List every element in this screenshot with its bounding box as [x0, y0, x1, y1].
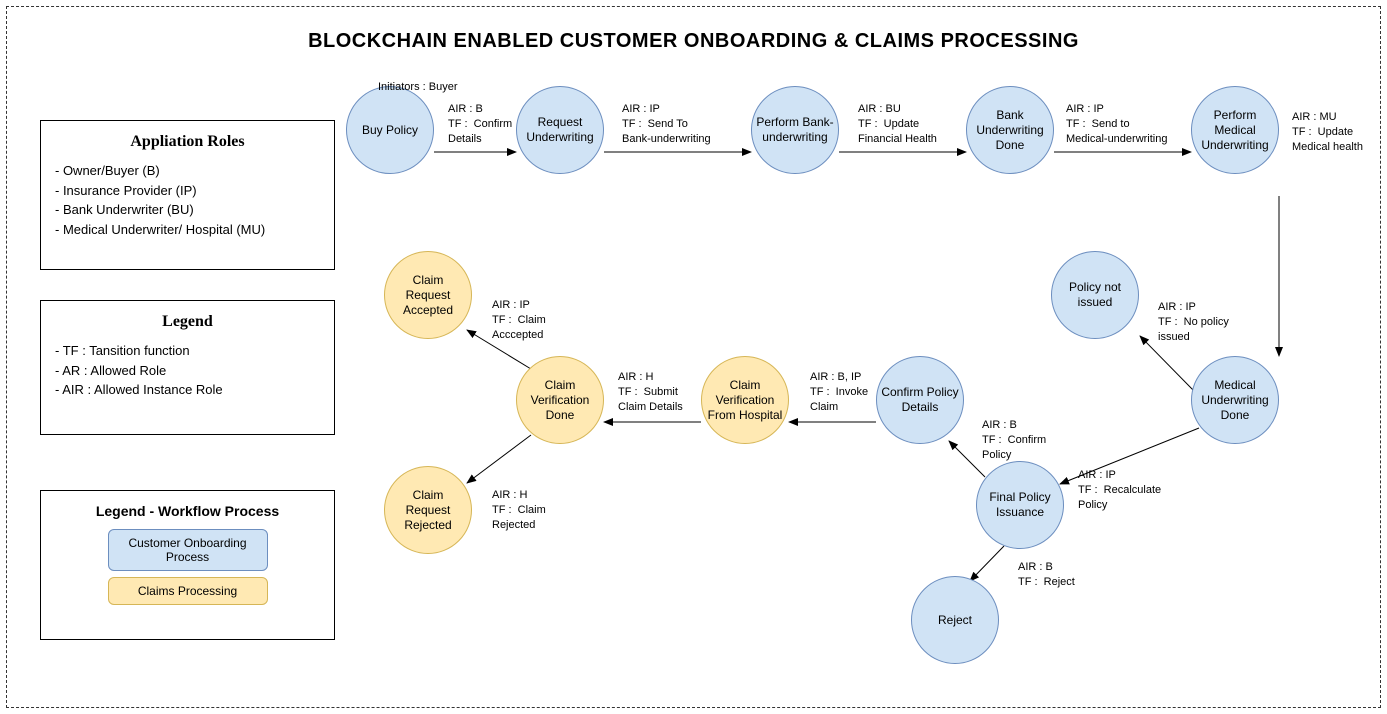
node-buy: Buy Policy	[346, 86, 434, 174]
legend-item: - AR : Allowed Role	[55, 361, 320, 381]
claims-chip: Claims Processing	[108, 577, 268, 605]
node-perform_bank: Perform Bank-underwriting	[751, 86, 839, 174]
edge-label-e6: AIR : IPTF : No policyissued	[1158, 300, 1229, 345]
node-bank_done: BankUnderwritingDone	[966, 86, 1054, 174]
node-claim_done: ClaimVerificationDone	[516, 356, 604, 444]
edge-label-e9: AIR : BTF : Reject	[1018, 560, 1075, 590]
workflow-legend-panel: Legend - Workflow Process Customer Onboa…	[40, 490, 335, 640]
node-claim_rejected: Claim RequestRejected	[384, 466, 472, 554]
application-roles-panel: Appliation Roles - Owner/Buyer (B)- Insu…	[40, 120, 335, 270]
node-claim_accepted: Claim RequestAccepted	[384, 251, 472, 339]
workflow-title: Legend - Workflow Process	[55, 503, 320, 519]
node-not_issued: Policy notissued	[1051, 251, 1139, 339]
edge-label-e1: AIR : BTF : ConfirmDetails	[448, 102, 512, 147]
node-confirm: Confirm PolicyDetails	[876, 356, 964, 444]
edge-label-e11: AIR : HTF : SubmitClaim Details	[618, 370, 683, 415]
roles-item: - Owner/Buyer (B)	[55, 161, 320, 181]
roles-item: - Medical Underwriter/ Hospital (MU)	[55, 220, 320, 240]
legend-title: Legend	[55, 313, 320, 331]
edge-label-e5: AIR : MUTF : UpdateMedical health	[1292, 110, 1363, 155]
edge-label-e13: AIR : HTF : ClaimRejected	[492, 488, 546, 533]
node-request: RequestUnderwriting	[516, 86, 604, 174]
node-reject: Reject	[911, 576, 999, 664]
onboarding-chip: Customer Onboarding Process	[108, 529, 268, 571]
page-title: BLOCKCHAIN ENABLED CUSTOMER ONBOARDING &…	[0, 30, 1387, 53]
node-med_done: MedicalUnderwritingDone	[1191, 356, 1279, 444]
roles-item: - Insurance Provider (IP)	[55, 181, 320, 201]
roles-title: Appliation Roles	[55, 133, 320, 151]
legend-item: - AIR : Allowed Instance Role	[55, 380, 320, 400]
edge-label-e10: AIR : B, IPTF : InvokeClaim	[810, 370, 868, 415]
edge-label-e12: AIR : IPTF : ClaimAcccepted	[492, 298, 546, 343]
node-claim_hospital: ClaimVerificationFrom Hospital	[701, 356, 789, 444]
node-perform_med: PerformMedicalUnderwriting	[1191, 86, 1279, 174]
node-final: Final PolicyIssuance	[976, 461, 1064, 549]
edge-label-e8: AIR : BTF : ConfirmPolicy	[982, 418, 1046, 463]
edge-label-e2: AIR : IPTF : Send ToBank-underwriting	[622, 102, 711, 147]
edge-label-e3: AIR : BUTF : UpdateFinancial Health	[858, 102, 937, 147]
edge-label-e-init: Initiators : Buyer	[378, 80, 457, 95]
legend-item: - TF : Tansition function	[55, 341, 320, 361]
legend-panel: Legend - TF : Tansition function- AR : A…	[40, 300, 335, 435]
edge-label-e7: AIR : IPTF : RecalculatePolicy	[1078, 468, 1161, 513]
edge-label-e4: AIR : IPTF : Send toMedical-underwriting	[1066, 102, 1168, 147]
roles-item: - Bank Underwriter (BU)	[55, 200, 320, 220]
